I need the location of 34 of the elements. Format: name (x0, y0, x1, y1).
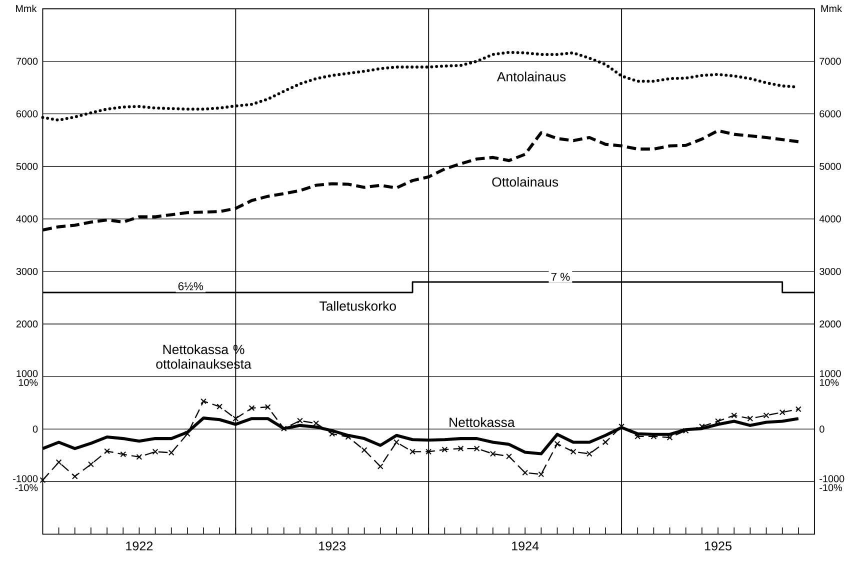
y-tick-label: 4000 (16, 215, 38, 222)
y-tick-label: 6000 (16, 110, 38, 118)
y2-tick-label: 5000 (820, 162, 841, 170)
x-tick-label: 1922 (126, 541, 153, 550)
text: -10% (820, 484, 842, 492)
annotation: 7 % (551, 272, 570, 281)
x-tick-label: 1923 (319, 541, 346, 550)
y-tick-label: 5000 (16, 162, 38, 170)
y-tick-label: -1000 (13, 475, 38, 482)
annotation: 6½% (178, 282, 204, 290)
y2-tick-label: 0 (820, 425, 824, 433)
y-axis-title: Mmk (16, 4, 37, 12)
x-tick-label: 1924 (512, 541, 539, 550)
y-tick-label: 7000 (16, 58, 38, 65)
y3-tick-label: 10% (18, 378, 38, 386)
series-label: Ottolainaus (492, 176, 558, 187)
y-tick-label: 1000 (16, 370, 38, 378)
series-label: Nettokassa (450, 417, 515, 427)
y2-tick-label: 4000 (819, 215, 841, 222)
y2-tick-label: 2000 (820, 320, 841, 328)
y2-axis-title: Mmk (821, 4, 842, 12)
y-tick-label: 2000 (16, 320, 38, 328)
y2-tick-label: -1000 (820, 475, 844, 482)
x-tick-label: 1925 (704, 541, 732, 550)
series-label: Antolainaus (496, 72, 566, 82)
y2-tick-label: 1000 (820, 370, 841, 378)
text: 10% (820, 378, 839, 386)
y-tick-label: 0 (32, 425, 38, 433)
y2-tick-label: 3000 (820, 268, 841, 275)
y3-tick-label: -10% (15, 484, 38, 492)
y2-tick-label: 6000 (820, 110, 841, 118)
y-tick-label: 3000 (16, 268, 38, 275)
y2-tick-label: 7000 (820, 58, 841, 65)
series-label: Talletuskorko (320, 300, 396, 311)
